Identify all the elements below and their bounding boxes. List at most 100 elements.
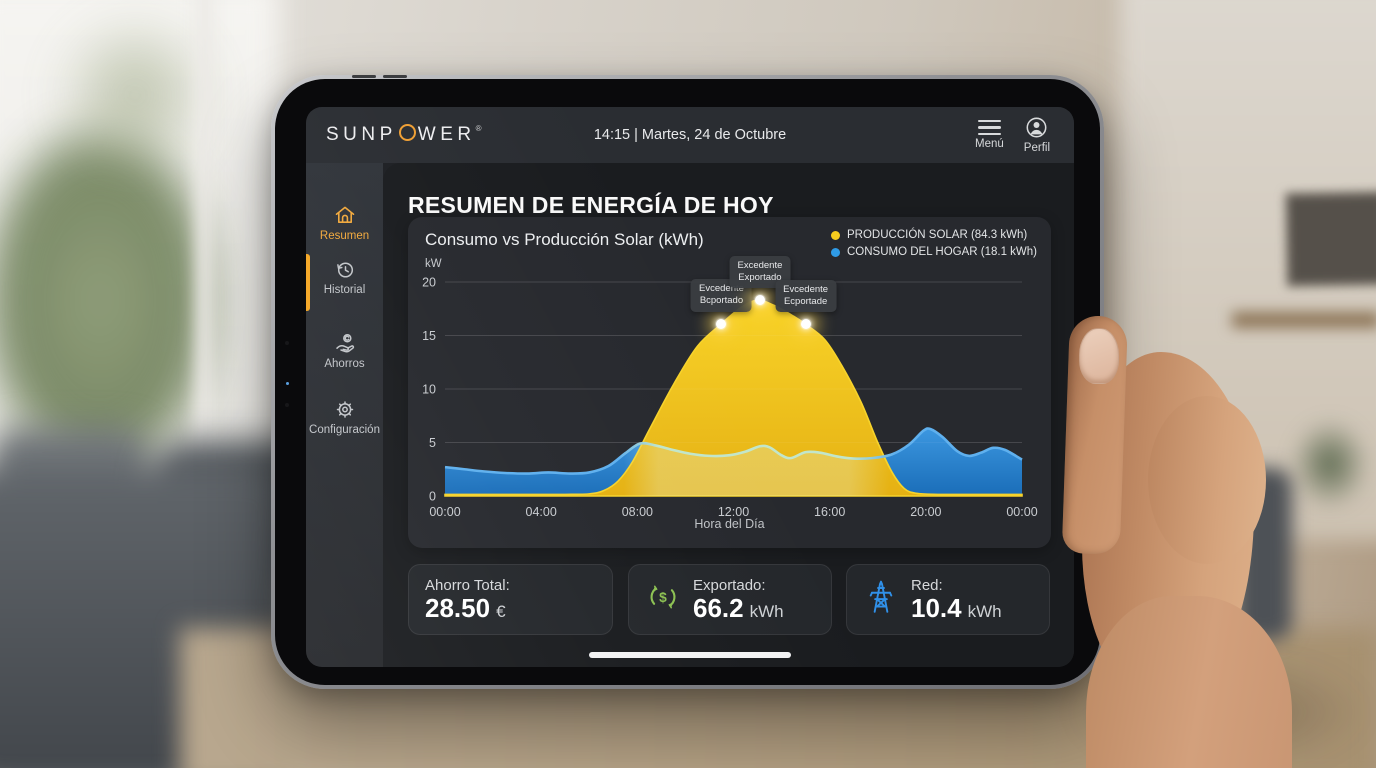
stat-card-1[interactable]: $ Exportado: 66.2 kWh [628,564,832,635]
stat-label: Ahorro Total: [425,576,510,594]
stat-unit: € [496,601,506,621]
energy-chart-card: Consumo vs Producción Solar (kWh) PRODUC… [408,217,1051,548]
shelf [1232,312,1376,328]
main-panel: RESUMEN DE ENERGÍA DE HOY Consumo vs Pro… [383,163,1074,667]
stat-label: Exportado: [693,576,766,594]
stat-unit: kWh [967,601,1002,621]
history-clock-icon [336,262,353,278]
logo-o-ring-icon [398,124,416,141]
gear-icon [336,401,353,418]
hand-wrist [1086,596,1292,768]
menu-label: Menú [975,137,1004,150]
volume-button[interactable] [352,75,376,78]
x-tick-label: 04:00 [526,505,557,519]
tooltip-line: Evcedente [699,283,744,295]
logo-text-pre: SUNP [326,124,397,145]
x-tick-label: 00:00 [1006,505,1037,519]
legend-label: CONSUMO DEL HOGAR (18.1 kWh) [847,246,1037,258]
registered-mark: ® [475,124,482,133]
y-tick-label: 10 [422,383,436,397]
menu-button[interactable]: Menú [975,116,1004,154]
stat-value: 66.2 [693,592,744,623]
y-tick-label: 5 [429,436,436,450]
x-tick-label: 08:00 [622,505,653,519]
sidebar-item-historial[interactable]: Historial [306,257,383,296]
tablet-device: SUNP WER® 14:15 | Martes, 24 de Octubre M… [271,75,1104,689]
y-tick-label: 20 [422,276,436,290]
hamburger-icon [977,116,1001,135]
chart-plot-area[interactable]: 0 5 10 15 20 00:00 04:00 08:00 12:00 16:00 20:00 00… [422,255,1038,520]
export-cycle-icon: $ [650,585,676,609]
couch-arm [0,428,150,518]
sidebar-item-label: Ahorros [324,358,365,370]
export-cycle-icon-wrap: $ [645,579,681,620]
tooltip-line: Ecportade [783,295,828,307]
stat-texts: Red: 10.4 kWh [911,577,1002,622]
svg-text:$: $ [659,590,667,605]
sidebar-item-resumen[interactable]: Resumen [306,203,383,242]
sidebar-item-label: Resumen [319,230,370,242]
tooltip-line: Exportado [738,271,782,283]
stat-card-2[interactable]: Red: 10.4 kWh [846,564,1050,635]
couch [0,470,290,768]
stat-texts: Ahorro Total: 28.50 € [425,577,510,622]
tablet-bezel: SUNP WER® 14:15 | Martes, 24 de Octubre M… [275,79,1100,685]
power-tower-icon-wrap [863,579,899,620]
sidebar-item-label: Configuración [309,424,380,436]
tooltip-line: Excedente [737,259,783,271]
power-tower-icon [869,580,893,613]
x-tick-label: 12:00 [718,505,749,519]
y-axis-unit: kW [425,258,442,270]
x-axis-title: Hora del Día [694,517,765,531]
sidebar-item-ahorros[interactable]: Ahorros [306,331,383,370]
y-tick-label: 15 [422,329,436,343]
chart-title: Consumo vs Producción Solar (kWh) [425,230,704,249]
active-item-indicator [306,254,310,311]
legend-item-1[interactable]: CONSUMO DEL HOGAR (18.1 kWh) [831,246,1037,258]
stat-texts: Exportado: 66.2 kWh [693,577,784,622]
surplus-export-dot-0[interactable] [716,318,727,329]
profile-icon [1026,117,1047,138]
legend-dot-icon [831,247,840,257]
surplus-export-tooltip-0: Evcedente Bcportado [691,279,752,312]
legend-label: PRODUCCIÓN SOLAR (84.3 kWh) [847,229,1028,241]
window-greenery-2 [50,10,220,180]
sunpower-logo: SUNP WER® [326,124,482,146]
hand-knuckle [1148,396,1266,564]
surplus-export-dot-2[interactable] [800,319,811,330]
sidebar-item-configuracion[interactable]: Configuración [306,397,383,436]
home-indicator[interactable] [589,652,791,658]
energy-area-chart[interactable]: 0 5 10 15 20 00:00 04:00 08:00 12:00 16:00 20:00 00… [422,276,1038,520]
x-tick-label: 20:00 [910,505,941,519]
surplus-export-dot-1[interactable] [754,295,765,306]
window-frame [196,0,214,500]
page-title: RESUMEN DE ENERGÍA DE HOY [408,192,774,219]
sidebar-item-label: Historial [323,284,366,296]
stat-value: 28.50 [425,592,491,623]
picture-frame [1285,191,1376,287]
volume-button-2[interactable] [383,75,407,78]
profile-button[interactable]: Perfil [1024,116,1050,154]
logo-text-post: WER [417,124,476,145]
stat-unit: kWh [749,601,784,621]
stat-value-row: 10.4 kWh [911,592,1002,623]
x-tick-label: 16:00 [814,505,845,519]
x-tick-label: 00:00 [429,505,460,519]
bezel-led [286,382,289,385]
y-tick-label: 0 [429,490,436,504]
stat-value: 10.4 [911,592,962,623]
stat-card-0[interactable]: Ahorro Total: 28.50 € [408,564,613,635]
chart-legend: PRODUCCIÓN SOLAR (84.3 kWh) CONSUMO DEL H… [831,229,1037,258]
hand-coin-icon [335,333,354,353]
tooltip-line: Evcedente [783,283,829,295]
stat-value-row: 28.50 € [425,592,510,623]
window-greenery [0,120,220,480]
tooltip-line: Bcportado [699,295,744,307]
stat-label: Red: [911,576,943,594]
bezel-dot [285,341,289,345]
home-icon [335,206,354,223]
sidebar: Resumen Historial Ahorros Configuración [306,163,383,667]
surplus-export-tooltip-2: Evcedente Ecportade [775,279,837,313]
legend-item-0[interactable]: PRODUCCIÓN SOLAR (84.3 kWh) [831,229,1027,241]
